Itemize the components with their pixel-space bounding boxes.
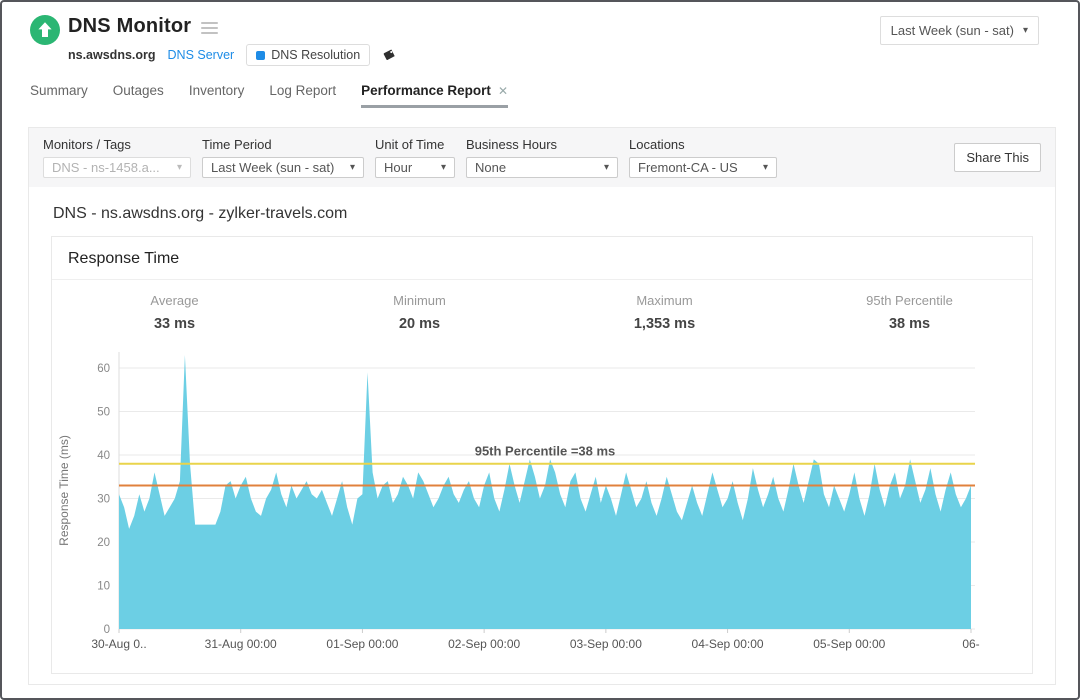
- report-panel: Monitors / Tags DNS - ns-1458.a... ▾ Tim…: [28, 127, 1056, 685]
- stat-maximum: Maximum 1,353 ms: [542, 293, 787, 332]
- badge-label: DNS Resolution: [271, 48, 361, 62]
- title-block: DNS Monitor ns.awsdns.org DNS Server DNS…: [68, 15, 396, 66]
- monitors-tags-value: DNS - ns-1458.a...: [52, 160, 160, 175]
- stat-value: 38 ms: [888, 316, 931, 332]
- global-period-value: Last Week (sun - sat): [890, 23, 1014, 38]
- tag-icon[interactable]: [382, 48, 396, 62]
- time-period-select[interactable]: Last Week (sun - sat) ▾: [202, 157, 364, 178]
- response-time-area: [119, 355, 971, 629]
- filter-label: Locations: [629, 137, 685, 152]
- caret-down-icon: ▾: [349, 161, 355, 173]
- menu-icon[interactable]: [201, 20, 219, 34]
- filter-label: Time Period: [202, 137, 272, 152]
- filter-unit-of-time: Unit of Time Hour ▾: [375, 137, 455, 178]
- monitors-tags-select[interactable]: DNS - ns-1458.a... ▾: [43, 157, 191, 178]
- tab-summary[interactable]: Summary: [30, 83, 88, 98]
- svg-text:20: 20: [97, 537, 110, 549]
- unit-of-time-value: Hour: [384, 160, 413, 175]
- tab-inventory[interactable]: Inventory: [188, 83, 245, 98]
- svg-text:30-Aug 0..: 30-Aug 0..: [91, 637, 146, 651]
- filter-time-period: Time Period Last Week (sun - sat) ▾: [202, 137, 364, 178]
- filter-business-hours: Business Hours None ▾: [466, 137, 618, 178]
- page-title: DNS Monitor: [68, 15, 192, 37]
- svg-text:10: 10: [97, 581, 110, 593]
- tab-performance-report[interactable]: Performance Report ✕: [361, 83, 508, 108]
- filter-label: Unit of Time: [375, 137, 445, 152]
- svg-text:50: 50: [97, 407, 110, 419]
- business-hours-select[interactable]: None ▾: [466, 157, 618, 178]
- response-time-card: Response Time Average 33 ms Minimum 20 m…: [51, 236, 1033, 674]
- time-period-value: Last Week (sun - sat): [211, 160, 335, 175]
- stat-minimum: Minimum 20 ms: [297, 293, 542, 332]
- blue-square-icon: [256, 50, 266, 60]
- svg-text:03-Sep 00:00: 03-Sep 00:00: [570, 637, 642, 651]
- stat-95th-percentile: 95th Percentile 38 ms: [787, 293, 1032, 332]
- percentile-annotation: 95th Percentile =38 ms: [475, 444, 616, 459]
- filter-bar: Monitors / Tags DNS - ns-1458.a... ▾ Tim…: [29, 128, 1055, 187]
- svg-text:01-Sep 00:00: 01-Sep 00:00: [326, 637, 398, 651]
- share-this-button[interactable]: Share This: [954, 143, 1041, 172]
- stat-label: 95th Percentile: [866, 293, 953, 308]
- tab-outages[interactable]: Outages: [112, 83, 164, 98]
- monitor-type-link[interactable]: DNS Server: [167, 48, 235, 62]
- svg-text:05-Sep 00:00: 05-Sep 00:00: [813, 637, 885, 651]
- caret-down-icon: ▾: [762, 161, 768, 173]
- tab-performance-report-label: Performance Report: [361, 83, 491, 98]
- svg-text:06-: 06-: [962, 637, 979, 651]
- caret-down-icon: ▾: [440, 161, 446, 173]
- stat-label: Minimum: [393, 293, 446, 308]
- monitor-up-status-icon: [30, 15, 60, 45]
- global-period-dropdown[interactable]: Last Week (sun - sat) ▾: [879, 16, 1039, 45]
- monitor-host: ns.awsdns.org: [68, 48, 156, 62]
- card-title: Response Time: [52, 237, 1032, 280]
- svg-text:0: 0: [104, 624, 110, 636]
- dns-resolution-badge: DNS Resolution: [246, 44, 371, 66]
- stat-value: 33 ms: [153, 316, 196, 332]
- response-time-chart: 0 10 20 30 40 50 60 30-Aug 0.. 31-Aug 00:00 01-Se…: [57, 352, 980, 651]
- svg-text:31-Aug 00:00: 31-Aug 00:00: [205, 637, 277, 651]
- report-content: DNS - ns.awsdns.org - zylker-travels.com…: [29, 205, 1055, 674]
- report-heading: DNS - ns.awsdns.org - zylker-travels.com: [53, 205, 348, 222]
- caret-down-icon: ▾: [176, 161, 182, 173]
- top-header: DNS Monitor ns.awsdns.org DNS Server DNS…: [2, 2, 1078, 66]
- svg-text:40: 40: [97, 450, 110, 462]
- locations-value: Fremont-CA - US: [638, 160, 738, 175]
- monitor-sub-row: ns.awsdns.org DNS Server DNS Resolution: [68, 44, 396, 66]
- svg-text:60: 60: [97, 363, 110, 375]
- svg-text:04-Sep 00:00: 04-Sep 00:00: [692, 637, 764, 651]
- tab-bar: Summary Outages Inventory Log Report Per…: [30, 83, 1078, 108]
- svg-text:30: 30: [97, 494, 110, 506]
- business-hours-value: None: [475, 160, 507, 175]
- stat-value: 20 ms: [398, 316, 441, 332]
- filter-locations: Locations Fremont-CA - US ▾: [629, 137, 777, 178]
- svg-text:02-Sep 00:00: 02-Sep 00:00: [448, 637, 520, 651]
- filter-monitors-tags: Monitors / Tags DNS - ns-1458.a... ▾: [43, 137, 191, 178]
- stat-label: Average: [150, 293, 199, 308]
- locations-select[interactable]: Fremont-CA - US ▾: [629, 157, 777, 178]
- caret-down-icon: ▾: [1022, 24, 1028, 36]
- unit-of-time-select[interactable]: Hour ▾: [375, 157, 455, 178]
- tab-log-report[interactable]: Log Report: [269, 83, 337, 98]
- close-tab-icon[interactable]: ✕: [497, 83, 508, 98]
- filter-label: Business Hours: [466, 137, 558, 152]
- stats-row: Average 33 ms Minimum 20 ms Maximum 1,35…: [52, 280, 1032, 341]
- stat-average: Average 33 ms: [52, 293, 297, 332]
- filter-label: Monitors / Tags: [43, 137, 131, 152]
- y-axis-title: Response Time (ms): [57, 435, 71, 546]
- stat-label: Maximum: [636, 293, 693, 308]
- stat-value: 1,353 ms: [633, 316, 696, 332]
- caret-down-icon: ▾: [603, 161, 609, 173]
